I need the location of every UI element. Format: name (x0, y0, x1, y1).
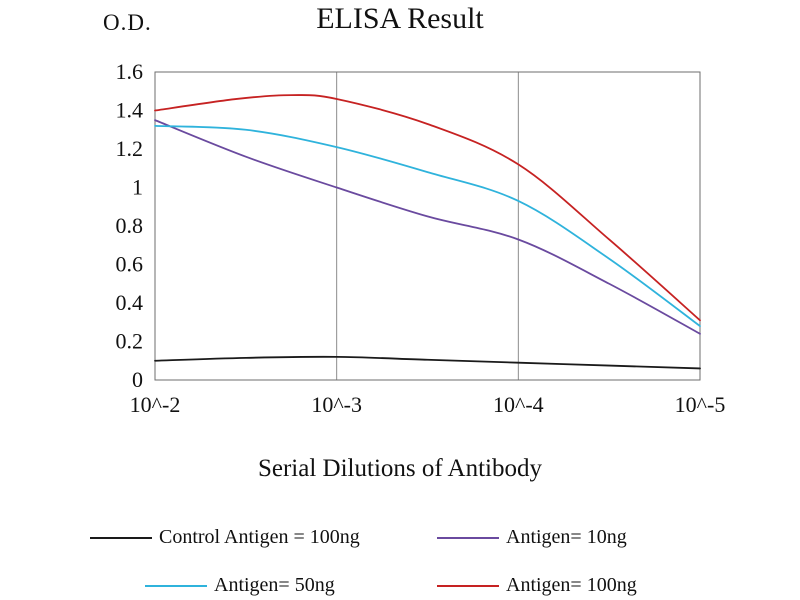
series-line-0 (154, 355, 701, 370)
elisa-line-chart: 10^-2 10^-3 10^-4 10^-5 0 0.2 0.4 0.6 0.8 1 1.2 1.4… (116, 59, 726, 417)
x-tick-label: 10^-5 (675, 392, 726, 417)
legend-line-purple (437, 536, 499, 539)
y-tick-label: 1.2 (116, 136, 144, 161)
y-tick-label: 0 (132, 367, 143, 392)
legend-line-black (90, 536, 152, 539)
legend-line-red (437, 584, 499, 587)
y-tick-label: 1 (132, 175, 143, 200)
y-tick-label: 1.6 (116, 59, 144, 84)
legend-label: Control Antigen = 100ng (159, 526, 360, 548)
y-axis-title: O.D. (103, 10, 152, 35)
y-tick-label: 0.4 (116, 290, 144, 315)
x-tick-label: 10^-4 (493, 392, 544, 417)
legend-label: Antigen= 50ng (214, 574, 335, 596)
legend-item-control-antigen: Control Antigen = 100ng (90, 526, 360, 549)
legend-item-antigen-50ng: Antigen= 50ng (145, 574, 335, 597)
chart-title: ELISA Result (316, 2, 484, 35)
legend-item-antigen-100ng: Antigen= 100ng (437, 574, 637, 597)
legend-item-antigen-10ng: Antigen= 10ng (437, 526, 627, 549)
y-tick-label: 0.6 (116, 252, 144, 277)
legend-label: Antigen= 100ng (506, 574, 637, 596)
plot-frame (154, 71, 701, 381)
series-line-2 (154, 125, 701, 327)
legend-label: Antigen= 10ng (506, 526, 627, 548)
x-axis-title: Serial Dilutions of Antibody (257, 455, 543, 482)
y-tick-label: 0.8 (116, 213, 144, 238)
legend-line-cyan (145, 584, 207, 587)
series-line-1 (154, 119, 701, 335)
y-tick-label: 0.2 (116, 329, 144, 354)
x-tick-label: 10^-3 (311, 392, 362, 417)
series-line-3 (154, 94, 701, 322)
x-tick-label: 10^-2 (130, 392, 181, 417)
y-tick-label: 1.4 (116, 98, 144, 123)
